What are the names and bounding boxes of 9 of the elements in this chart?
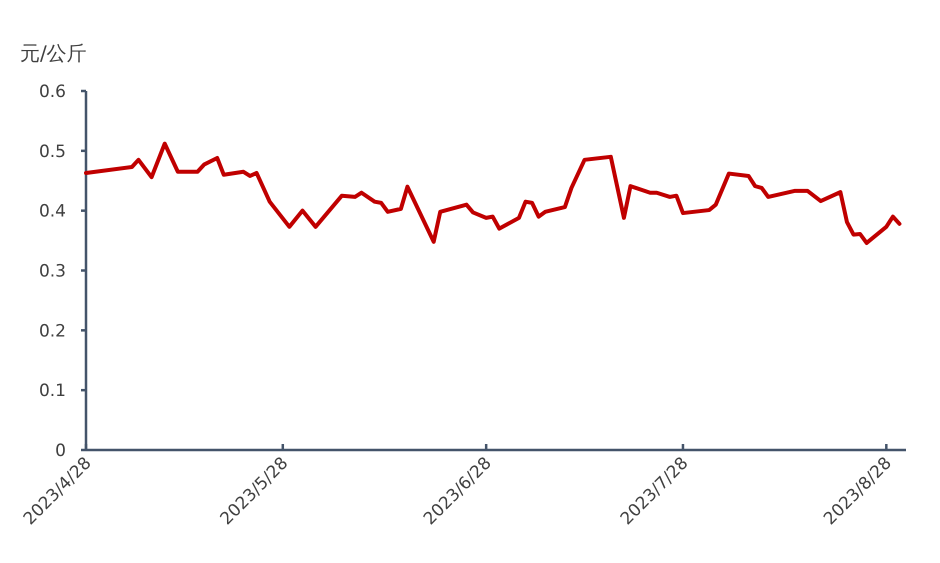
- line-series: [84, 142, 902, 245]
- y-tick-label: 0: [55, 441, 66, 461]
- y-tick-label: 0.5: [38, 142, 66, 162]
- y-axis-title: 元/公斤: [20, 41, 87, 65]
- y-tick-label: 0.3: [38, 262, 66, 282]
- y-tick-label: 0.4: [38, 202, 66, 222]
- y-tick-label: 0.6: [38, 82, 66, 102]
- y-tick-label: 0.1: [38, 381, 66, 402]
- y-tick-label: 0.2: [38, 321, 66, 342]
